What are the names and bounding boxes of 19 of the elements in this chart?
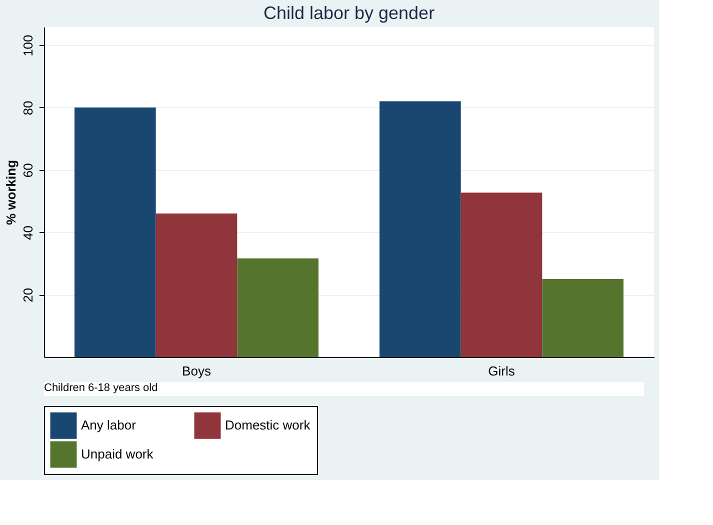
y-tick-label: 80 (20, 100, 36, 116)
y-tick-label: 100 (20, 34, 36, 56)
bar (237, 258, 318, 357)
x-tick-label: Girls (488, 364, 516, 378)
x-tick-label: Boys (182, 364, 212, 378)
chart-title: Child labor by gender (263, 3, 435, 23)
bar (380, 101, 461, 357)
y-tick-label: 40 (20, 226, 36, 240)
bar (156, 214, 238, 357)
bar (460, 192, 542, 357)
legend-label: Domestic work (225, 418, 311, 433)
text: Children 6-18 years old (44, 382, 158, 394)
y-axis-title: % working (4, 160, 18, 226)
y-tick-label: 60 (20, 163, 36, 178)
legend-label: Unpaid work (81, 446, 154, 462)
bar (542, 279, 624, 357)
legend-label: Any labor (81, 418, 137, 433)
y-tick-label: 20 (20, 288, 36, 302)
bar (74, 107, 156, 357)
